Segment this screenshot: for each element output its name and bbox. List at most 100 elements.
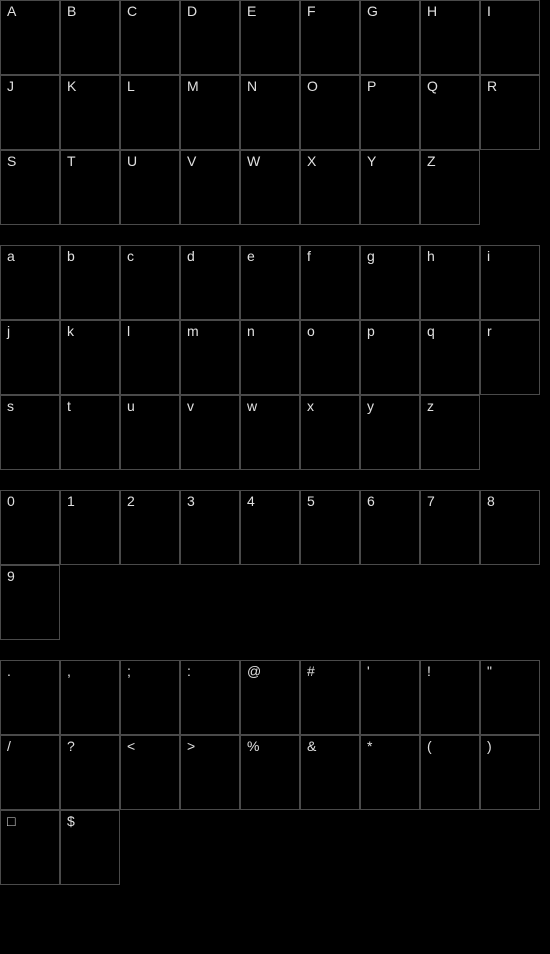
glyph-cell: W bbox=[240, 150, 300, 225]
glyph-cell: > bbox=[180, 735, 240, 810]
glyph: D bbox=[187, 4, 197, 18]
glyph-cell: g bbox=[360, 245, 420, 320]
glyph-cell: 0 bbox=[0, 490, 60, 565]
glyph-cell: p bbox=[360, 320, 420, 395]
glyph-cell: O bbox=[300, 75, 360, 150]
glyph-cell: t bbox=[60, 395, 120, 470]
glyph-cell: ; bbox=[120, 660, 180, 735]
glyph: k bbox=[67, 324, 74, 338]
glyph-cell: L bbox=[120, 75, 180, 150]
glyph: O bbox=[307, 79, 318, 93]
glyph-cell: E bbox=[240, 0, 300, 75]
glyph-cell: Z bbox=[420, 150, 480, 225]
glyph: F bbox=[307, 4, 316, 18]
glyph-cell: B bbox=[60, 0, 120, 75]
lowercase-section: a b c d e f g h i j k l m n o p q r s t … bbox=[0, 245, 550, 470]
glyph: ! bbox=[427, 664, 431, 678]
glyph: 6 bbox=[367, 494, 375, 508]
glyph-cell: s bbox=[0, 395, 60, 470]
glyph: I bbox=[487, 4, 491, 18]
glyph-cell: N bbox=[240, 75, 300, 150]
glyph-cell: ? bbox=[60, 735, 120, 810]
glyph-cell: e bbox=[240, 245, 300, 320]
glyph-cell: V bbox=[180, 150, 240, 225]
glyph: x bbox=[307, 399, 314, 413]
glyph-cell: M bbox=[180, 75, 240, 150]
glyph-cell: 5 bbox=[300, 490, 360, 565]
glyph-cell: G bbox=[360, 0, 420, 75]
glyph-cell: T bbox=[60, 150, 120, 225]
glyph: j bbox=[7, 324, 10, 338]
glyph-cell: @ bbox=[240, 660, 300, 735]
glyph: U bbox=[127, 154, 137, 168]
glyph: f bbox=[307, 249, 311, 263]
glyph-cell: C bbox=[120, 0, 180, 75]
glyph: M bbox=[187, 79, 199, 93]
glyph: * bbox=[367, 739, 372, 753]
glyph-cell: K bbox=[60, 75, 120, 150]
glyph-cell: k bbox=[60, 320, 120, 395]
glyph-cell: 4 bbox=[240, 490, 300, 565]
glyph: . bbox=[7, 664, 11, 678]
glyph-cell: & bbox=[300, 735, 360, 810]
glyph: % bbox=[247, 739, 259, 753]
glyph: w bbox=[247, 399, 257, 413]
glyph: c bbox=[127, 249, 134, 263]
glyph-cell: z bbox=[420, 395, 480, 470]
glyph: 4 bbox=[247, 494, 255, 508]
glyph: N bbox=[247, 79, 257, 93]
glyph-cell: u bbox=[120, 395, 180, 470]
glyph-cell: ' bbox=[360, 660, 420, 735]
glyph: Y bbox=[367, 154, 376, 168]
glyph-cell: H bbox=[420, 0, 480, 75]
glyph-cell: X bbox=[300, 150, 360, 225]
glyph: G bbox=[367, 4, 378, 18]
glyph: y bbox=[367, 399, 374, 413]
glyph: J bbox=[7, 79, 14, 93]
glyph: C bbox=[127, 4, 137, 18]
glyph-cell: d bbox=[180, 245, 240, 320]
glyph: r bbox=[487, 324, 492, 338]
glyph-cell: Q bbox=[420, 75, 480, 150]
glyph: ? bbox=[67, 739, 75, 753]
glyph: X bbox=[307, 154, 316, 168]
glyph: ' bbox=[367, 664, 370, 678]
glyph-cell: j bbox=[0, 320, 60, 395]
glyph-cell: 8 bbox=[480, 490, 540, 565]
glyph-cell: ! bbox=[420, 660, 480, 735]
glyph-cell: f bbox=[300, 245, 360, 320]
glyph-cell: o bbox=[300, 320, 360, 395]
glyph: t bbox=[67, 399, 71, 413]
glyph: V bbox=[187, 154, 196, 168]
glyph: p bbox=[367, 324, 375, 338]
glyph-cell: c bbox=[120, 245, 180, 320]
glyph: g bbox=[367, 249, 375, 263]
glyph-cell: 1 bbox=[60, 490, 120, 565]
glyph-cell: □ bbox=[0, 810, 60, 885]
glyph-cell: 3 bbox=[180, 490, 240, 565]
glyph-cell: m bbox=[180, 320, 240, 395]
glyph-cell: D bbox=[180, 0, 240, 75]
glyph: > bbox=[187, 739, 195, 753]
glyph: ) bbox=[487, 739, 492, 753]
glyph: E bbox=[247, 4, 256, 18]
glyph-cell: U bbox=[120, 150, 180, 225]
lowercase-grid: a b c d e f g h i j k l m n o p q r s t … bbox=[0, 245, 550, 470]
glyph: 9 bbox=[7, 569, 15, 583]
glyph: : bbox=[187, 664, 191, 678]
symbols-section: . , ; : @ # ' ! " / ? < > % & * ( ) □ $ bbox=[0, 660, 550, 885]
glyph-cell: % bbox=[240, 735, 300, 810]
glyph: / bbox=[7, 739, 11, 753]
glyph-cell: * bbox=[360, 735, 420, 810]
glyph: 2 bbox=[127, 494, 135, 508]
glyph: z bbox=[427, 399, 434, 413]
glyph: Z bbox=[427, 154, 436, 168]
glyph-cell: b bbox=[60, 245, 120, 320]
glyph: a bbox=[7, 249, 15, 263]
glyph-cell: x bbox=[300, 395, 360, 470]
symbols-grid: . , ; : @ # ' ! " / ? < > % & * ( ) □ $ bbox=[0, 660, 550, 885]
glyph-cell: F bbox=[300, 0, 360, 75]
glyph: u bbox=[127, 399, 135, 413]
glyph: $ bbox=[67, 814, 75, 828]
glyph-cell: r bbox=[480, 320, 540, 395]
